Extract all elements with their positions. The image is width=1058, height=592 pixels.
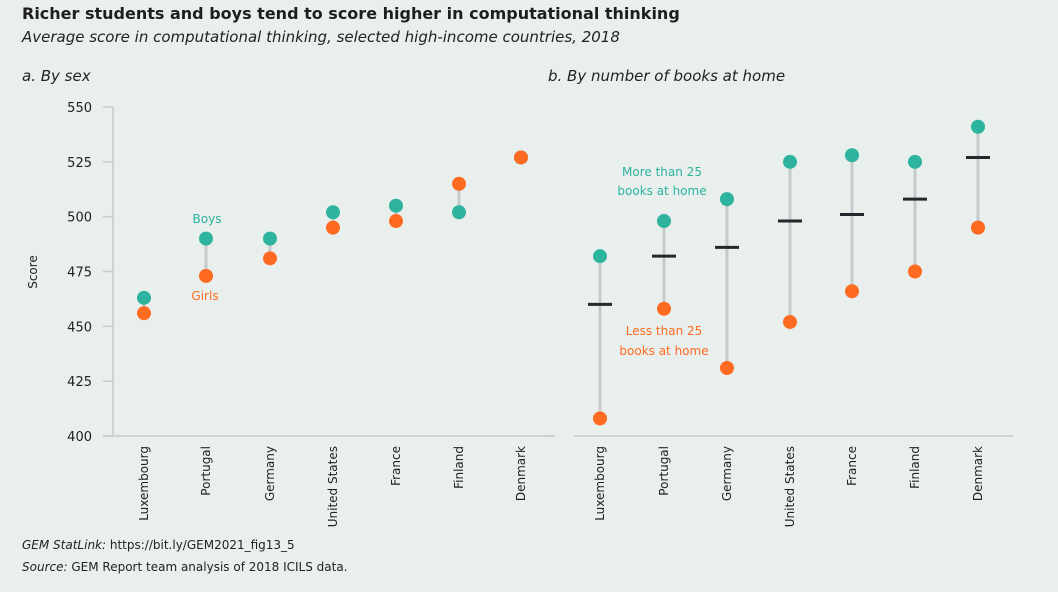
x-tick-label: Denmark — [514, 446, 528, 501]
dot-lower — [263, 251, 277, 266]
dot-lower — [720, 361, 734, 376]
x-tick-label: Germany — [720, 446, 734, 501]
dot-upper — [389, 198, 403, 213]
statlink: GEM StatLink: https://bit.ly/GEM2021_fig… — [22, 538, 295, 552]
x-tick-label: France — [845, 446, 859, 486]
dot-upper — [971, 119, 985, 134]
less-books-annotation-2: books at home — [619, 344, 708, 358]
x-tick-label: Portugal — [199, 446, 213, 496]
less-books-annotation-1: Less than 25 — [626, 324, 703, 338]
more-books-annotation-2: books at home — [617, 184, 706, 198]
figure-subtitle: Average score in computational thinking,… — [22, 28, 620, 46]
dot-upper — [263, 231, 277, 246]
panel-a-title: a. By sex — [22, 67, 91, 85]
more-books-annotation-1: More than 25 — [622, 165, 702, 179]
dot-lower — [593, 411, 607, 426]
x-tick-label: France — [389, 446, 403, 486]
dot-lower — [389, 214, 403, 229]
y-axis-label: Score — [26, 255, 40, 289]
y-tick-label: 475 — [67, 266, 92, 281]
y-tick-label: 425 — [67, 375, 92, 390]
source-text: GEM Report team analysis of 2018 ICILS d… — [71, 560, 348, 574]
dot-upper — [137, 290, 151, 305]
dot-lower — [326, 220, 340, 235]
dot-lower — [199, 268, 213, 283]
dot-upper — [326, 205, 340, 220]
y-tick-label: 400 — [67, 430, 92, 445]
figure-title: Richer students and boys tend to score h… — [22, 4, 680, 23]
statlink-url[interactable]: https://bit.ly/GEM2021_fig13_5 — [109, 538, 295, 552]
source: Source: GEM Report team analysis of 2018… — [22, 560, 348, 574]
x-tick-label: Denmark — [971, 446, 985, 501]
dot-lower — [908, 264, 922, 279]
dot-upper — [783, 154, 797, 169]
x-tick-label: Luxembourg — [137, 446, 151, 521]
dot-upper — [720, 192, 734, 207]
dot-lower — [971, 220, 985, 235]
source-label: Source: — [22, 560, 68, 574]
dot-upper — [845, 148, 859, 163]
x-tick-label: United States — [326, 446, 340, 527]
dot-lower — [514, 150, 528, 165]
girls-annotation: Girls — [191, 289, 218, 303]
boys-annotation: Boys — [193, 212, 222, 226]
panel-b-title: b. By number of books at home — [548, 67, 786, 85]
dot-lower — [657, 301, 671, 316]
dot-upper — [657, 214, 671, 229]
dot-upper — [908, 154, 922, 169]
x-tick-label: Luxembourg — [593, 446, 607, 521]
dot-upper — [199, 231, 213, 246]
y-tick-label: 525 — [67, 156, 92, 171]
dot-lower — [137, 306, 151, 321]
y-tick-label: 500 — [67, 211, 92, 226]
dot-upper — [593, 249, 607, 264]
x-tick-label: Portugal — [657, 446, 671, 496]
x-tick-label: Finland — [452, 446, 466, 489]
y-tick-label: 550 — [67, 101, 92, 116]
dot-lower — [845, 284, 859, 299]
dot-upper — [452, 205, 466, 220]
dot-lower — [452, 176, 466, 191]
x-tick-label: Finland — [908, 446, 922, 489]
x-tick-label: United States — [783, 446, 797, 527]
x-tick-label: Germany — [263, 446, 277, 501]
y-tick-label: 450 — [67, 320, 92, 335]
dot-lower — [783, 314, 797, 329]
statlink-label: GEM StatLink: — [22, 538, 107, 552]
